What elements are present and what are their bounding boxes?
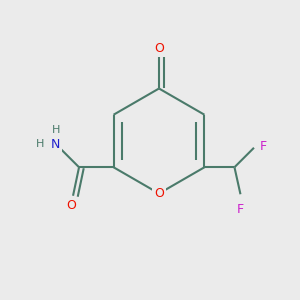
Text: H: H bbox=[52, 125, 60, 135]
Text: F: F bbox=[237, 203, 244, 216]
Text: H: H bbox=[36, 139, 44, 149]
Text: O: O bbox=[154, 187, 164, 200]
Text: F: F bbox=[260, 140, 266, 153]
Text: O: O bbox=[66, 199, 76, 212]
Text: O: O bbox=[154, 42, 164, 55]
Text: N: N bbox=[51, 138, 61, 151]
